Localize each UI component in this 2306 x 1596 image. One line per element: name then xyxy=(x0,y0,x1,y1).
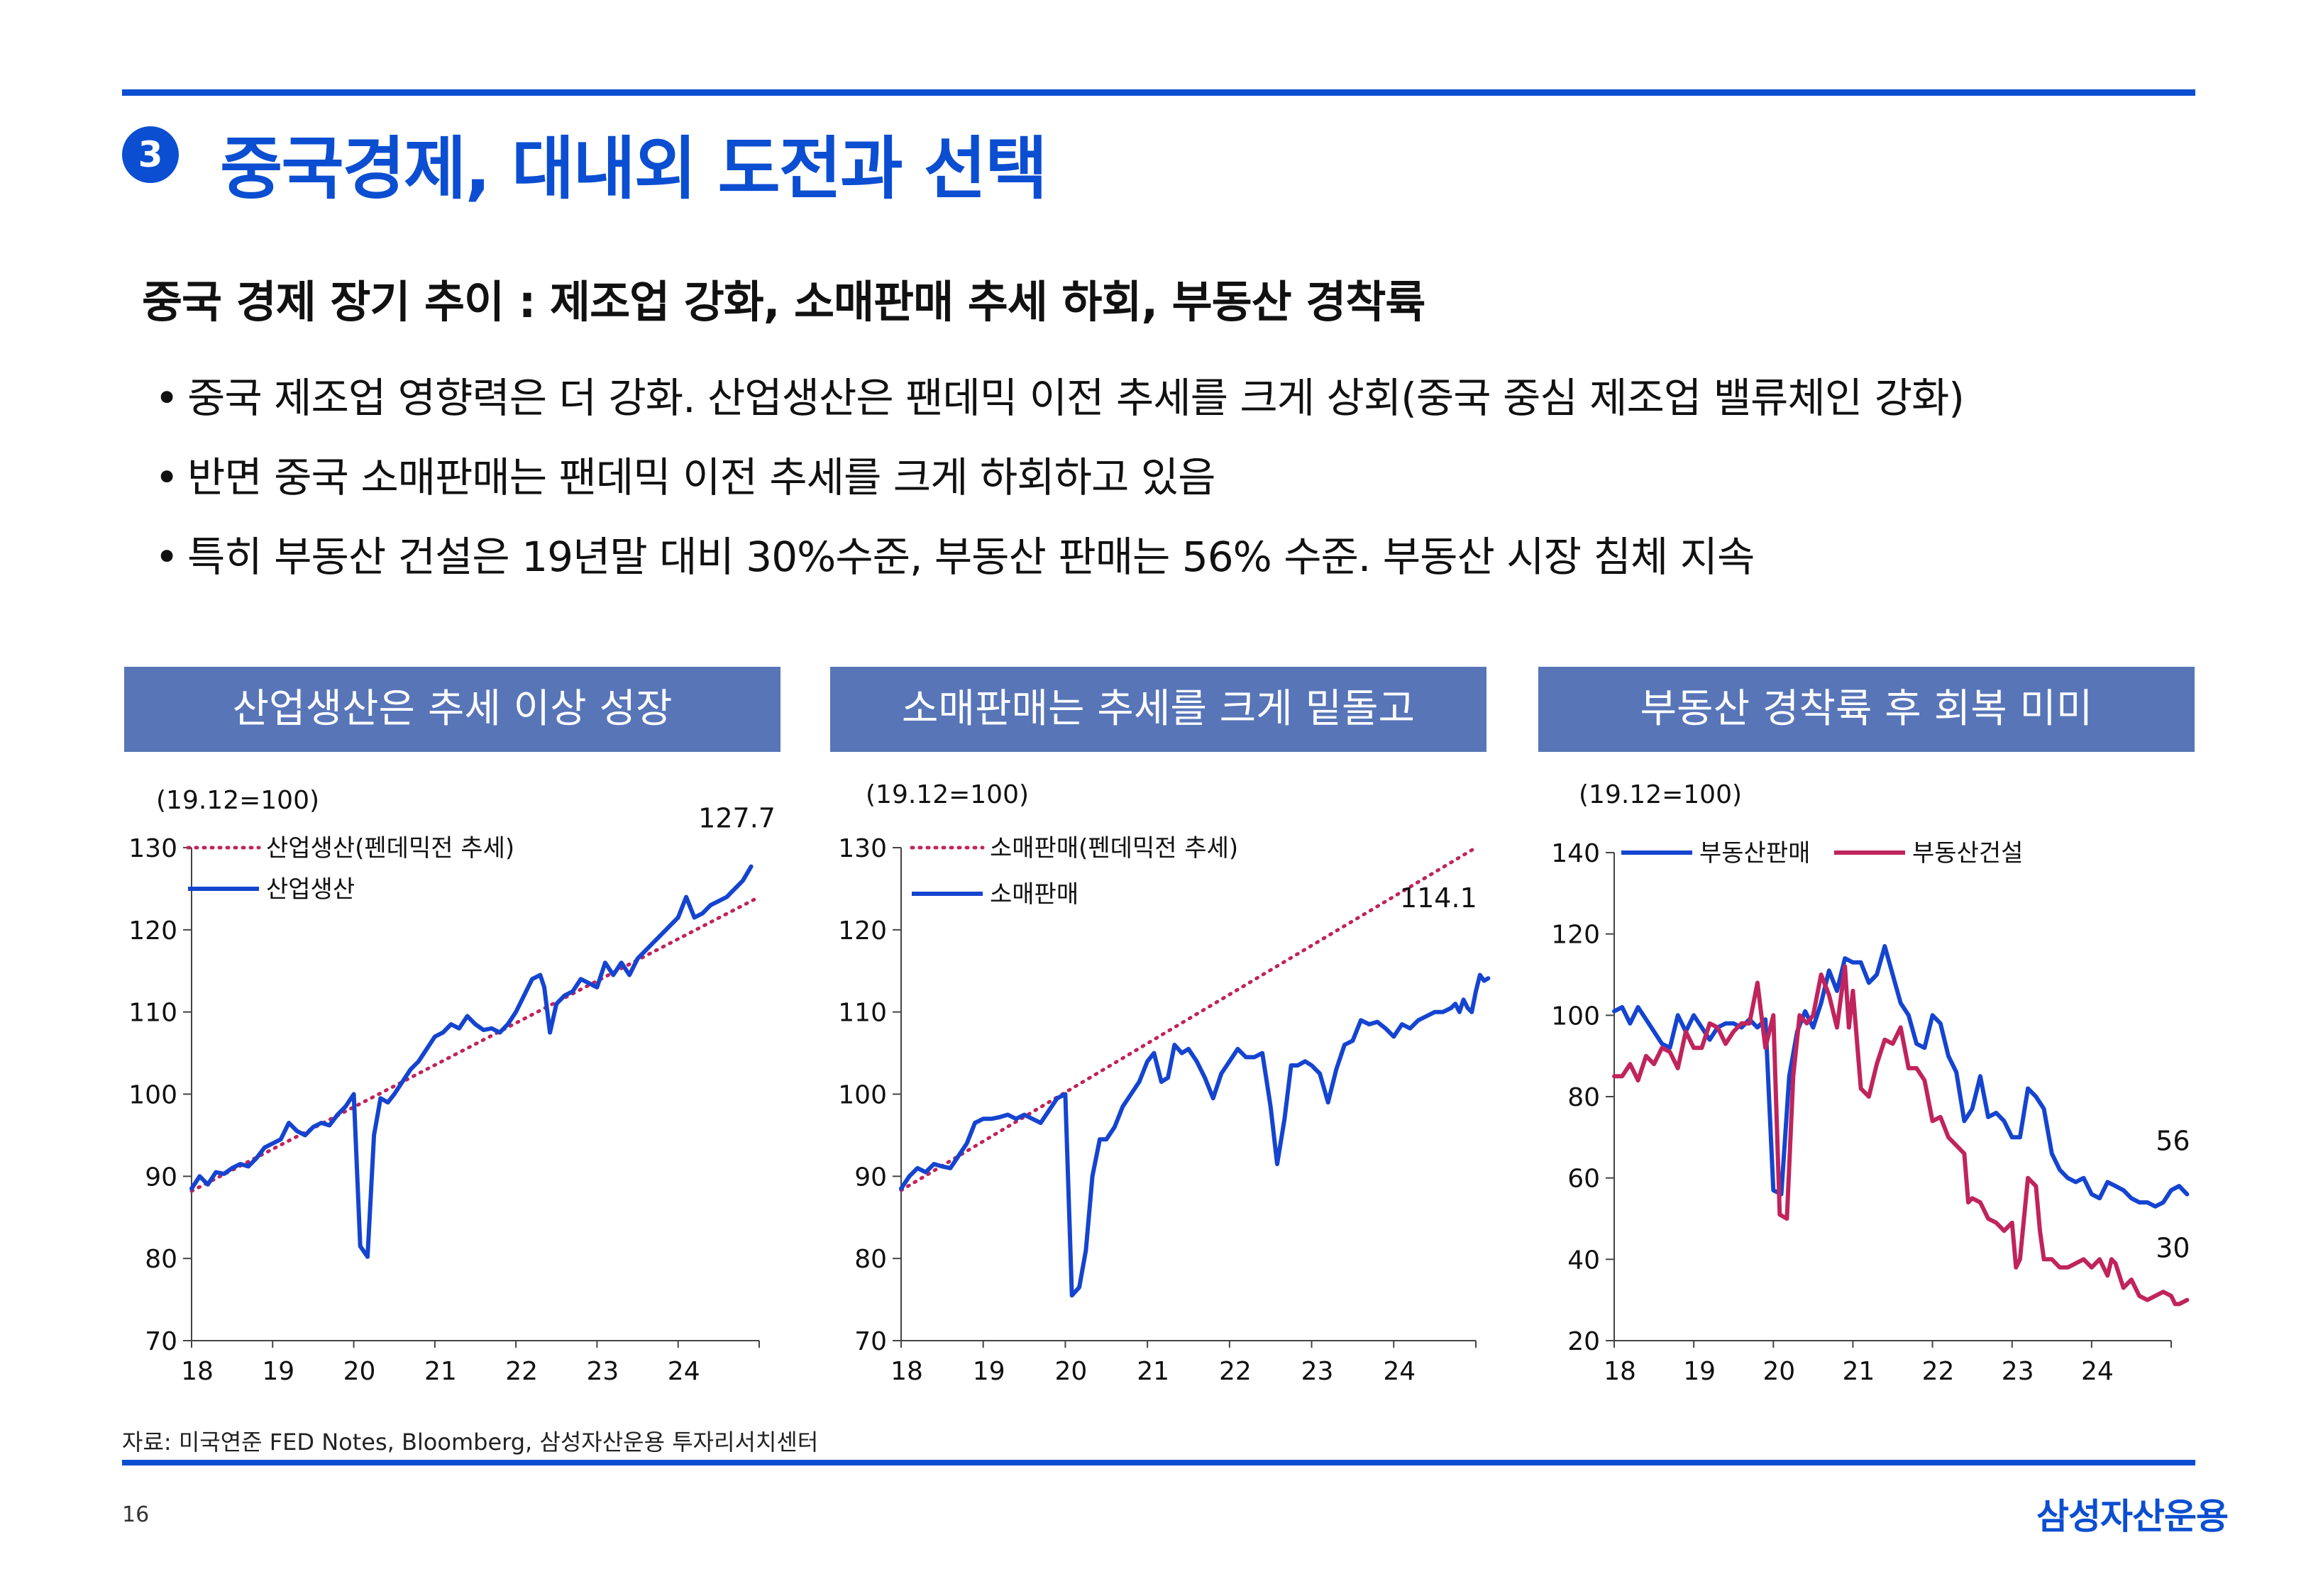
y-tick-label: 80 xyxy=(145,1245,177,1274)
bullet-item: • 반면 중국 소매판매는 팬데믹 이전 추세를 크게 하회하고 있음 xyxy=(155,438,1964,517)
end-value-label: 127.7 xyxy=(698,803,776,834)
legend-label: 부동산판매 xyxy=(1699,839,1810,868)
series-line-actual-1 xyxy=(189,864,754,1259)
y-tick-label: 70 xyxy=(854,1327,887,1356)
x-tick-label: 18 xyxy=(1604,1357,1636,1383)
series-line-actual-1 xyxy=(899,972,1491,1298)
company-logo: 삼성자산운용 xyxy=(2036,1496,2229,1537)
x-tick-label: 21 xyxy=(1137,1357,1169,1383)
y-tick-label: 60 xyxy=(1567,1165,1600,1194)
bullet-item: • 특히 부동산 건설은 19년말 대비 30%수준, 부동산 판매는 56% 수… xyxy=(155,517,1964,597)
panel-heading-retail: 소매판매는 추세를 크게 밑돌고 xyxy=(830,667,1486,752)
unit-label: (19.12=100) xyxy=(866,780,1029,809)
footer-rule xyxy=(122,1460,2195,1465)
x-tick-label: 21 xyxy=(424,1357,457,1383)
page-subtitle: 중국 경제 장기 추이 : 제조업 강화, 소매판매 추세 하회, 부동산 경착… xyxy=(142,276,1425,328)
end-value-label: 56 xyxy=(2156,1126,2190,1157)
legend-label: 소매판매(펜데믹전 추세) xyxy=(990,834,1238,863)
unit-label: (19.12=100) xyxy=(156,786,319,815)
x-tick-label: 20 xyxy=(343,1357,376,1383)
legend-label: 부동산건설 xyxy=(1912,839,2023,868)
bullet-dot-icon: • xyxy=(155,533,179,581)
y-tick-label: 100 xyxy=(128,1081,177,1110)
y-tick-label: 40 xyxy=(1567,1246,1600,1275)
panel-heading-industrial: 산업생산은 추세 이상 성장 xyxy=(124,667,780,752)
y-tick-label: 120 xyxy=(128,916,177,946)
legend-label: 소매판매 xyxy=(990,880,1078,909)
bullet-item: • 중국 제조업 영향력은 더 강화. 산업생산은 팬데믹 이전 추세를 크게 상… xyxy=(155,358,1965,438)
x-tick-label: 20 xyxy=(1762,1357,1795,1383)
y-tick-label: 140 xyxy=(1551,839,1600,868)
x-tick-label: 22 xyxy=(505,1357,538,1383)
page-title: 중국경제, 대내외 도전과 선택 xyxy=(220,129,1048,209)
x-tick-label: 24 xyxy=(2081,1357,2114,1383)
unit-label: (19.12=100) xyxy=(1579,780,1742,809)
legend-label: 산업생산(펜데믹전 추세) xyxy=(266,834,514,863)
x-tick-label: 19 xyxy=(1683,1357,1716,1383)
y-tick-label: 80 xyxy=(854,1245,887,1274)
y-tick-label: 130 xyxy=(838,834,887,863)
y-tick-label: 20 xyxy=(1567,1327,1600,1356)
x-tick-label: 23 xyxy=(1301,1357,1334,1383)
series-line-actual-0 xyxy=(1612,943,2190,1209)
y-tick-label: 90 xyxy=(145,1163,177,1192)
series-line-trend xyxy=(189,895,761,1193)
end-value-label: 30 xyxy=(2156,1233,2190,1264)
y-tick-label: 110 xyxy=(128,999,177,1028)
bullet-text: 중국 제조업 영향력은 더 강화. 산업생산은 팬데믹 이전 추세를 크게 상회… xyxy=(187,374,1965,422)
bullet-text: 반면 중국 소매판매는 팬데믹 이전 추세를 크게 하회하고 있음 xyxy=(187,453,1215,501)
y-tick-label: 110 xyxy=(838,999,887,1028)
x-tick-label: 18 xyxy=(181,1357,214,1383)
y-tick-label: 70 xyxy=(145,1327,177,1356)
chart-property: (19.12=100) 20 40 60 80 100 120 140 18 19 20 21 22 23… xyxy=(1551,780,2190,1383)
page-number: 16 xyxy=(122,1502,150,1527)
legend-label: 산업생산 xyxy=(266,875,355,904)
x-tick-label: 22 xyxy=(1219,1357,1252,1383)
y-tick-label: 100 xyxy=(1551,1002,1600,1031)
y-tick-label: 90 xyxy=(854,1163,887,1192)
y-tick-label: 120 xyxy=(838,916,887,946)
chart-industrial-production: (19.12=100) 70 80 90 100 110 120 130 18 19 20 21 22 2… xyxy=(128,786,776,1383)
y-tick-label: 120 xyxy=(1551,921,1600,950)
y-tick-label: 130 xyxy=(128,834,177,863)
bullet-dot-icon: • xyxy=(155,453,179,501)
x-tick-label: 23 xyxy=(2002,1357,2034,1383)
y-tick-label: 100 xyxy=(838,1081,887,1110)
x-tick-label: 18 xyxy=(890,1357,923,1383)
bullet-list: • 중국 제조업 영향력은 더 강화. 산업생산은 팬데믹 이전 추세를 크게 상… xyxy=(155,358,1965,597)
series-line-trend xyxy=(899,846,1478,1192)
bullet-dot-icon: • xyxy=(155,374,179,422)
x-tick-label: 24 xyxy=(668,1357,700,1383)
panel-heading-property: 부동산 경착륙 후 회복 미미 xyxy=(1538,667,2195,752)
x-tick-label: 22 xyxy=(1922,1357,1955,1383)
x-tick-label: 23 xyxy=(587,1357,619,1383)
x-tick-label: 19 xyxy=(262,1357,294,1383)
section-number-badge: 3 xyxy=(122,126,179,183)
end-value-label: 114.1 xyxy=(1400,882,1477,914)
bullet-text: 특히 부동산 건설은 19년말 대비 30%수준, 부동산 판매는 56% 수준… xyxy=(187,533,1755,581)
y-tick-label: 80 xyxy=(1567,1083,1600,1112)
header-rule xyxy=(122,89,2195,96)
x-tick-label: 20 xyxy=(1055,1357,1088,1383)
x-tick-label: 24 xyxy=(1383,1357,1416,1383)
series-line-actual-1 xyxy=(1612,964,2190,1307)
chart-retail-sales: (19.12=100) 70 80 90 100 110 120 130 18 19 20 21 22 2… xyxy=(838,780,1491,1383)
x-tick-label: 19 xyxy=(973,1357,1005,1383)
x-tick-label: 21 xyxy=(1843,1357,1875,1383)
source-note: 자료: 미국연준 FED Notes, Bloomberg, 삼성자산운용 투자… xyxy=(122,1429,819,1456)
